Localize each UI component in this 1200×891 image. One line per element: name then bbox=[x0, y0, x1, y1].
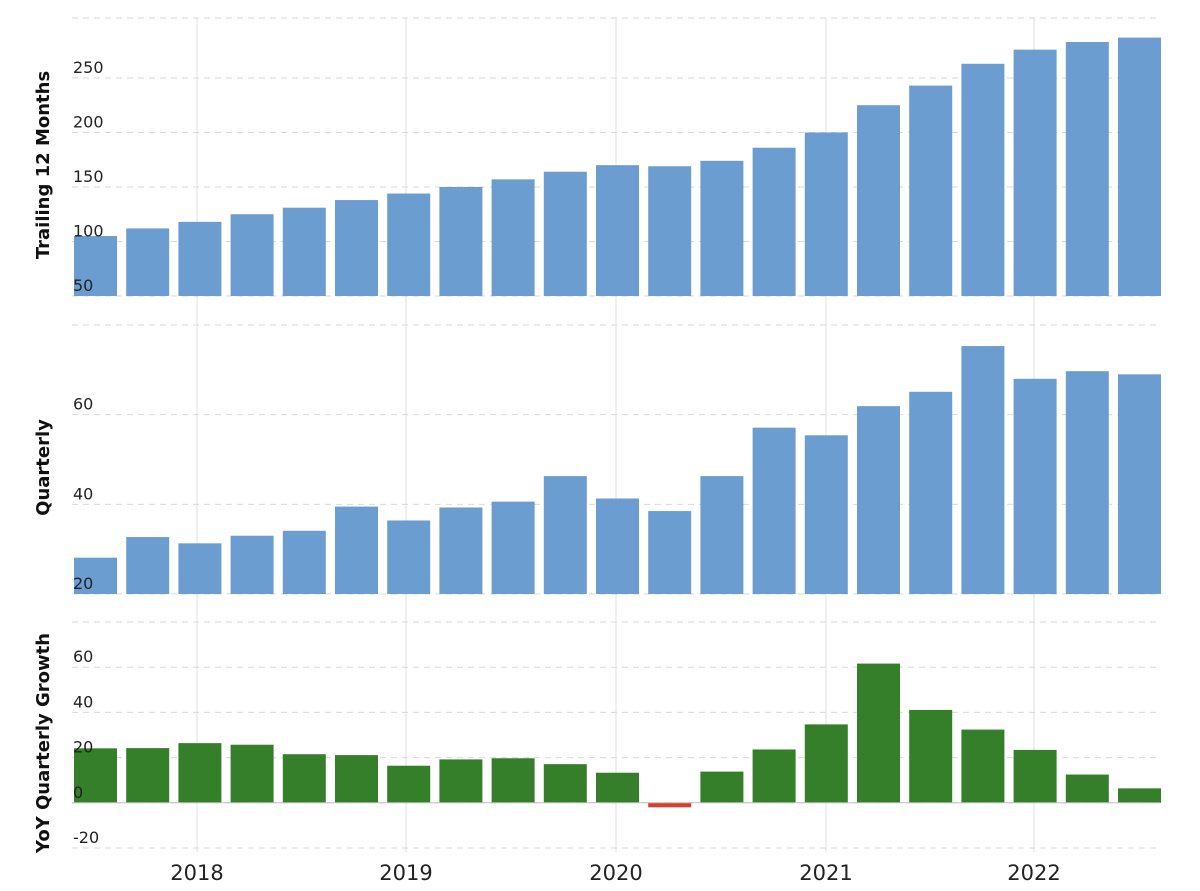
y-tick-label: 250 bbox=[73, 58, 104, 77]
bar[interactable] bbox=[1065, 774, 1109, 803]
bar[interactable] bbox=[961, 729, 1005, 803]
bar[interactable] bbox=[178, 543, 222, 594]
bar[interactable] bbox=[282, 754, 326, 803]
bar[interactable] bbox=[1118, 374, 1161, 594]
y-axis-label: YoY Quarterly Growth bbox=[33, 633, 54, 854]
bar[interactable] bbox=[752, 427, 796, 594]
bar[interactable] bbox=[648, 511, 692, 594]
x-tick-label: 2022 bbox=[1007, 861, 1060, 885]
bar[interactable] bbox=[857, 406, 900, 594]
bar[interactable] bbox=[178, 221, 222, 296]
bar[interactable] bbox=[596, 498, 639, 594]
y-axis-label: Quarterly bbox=[33, 419, 54, 516]
bar[interactable] bbox=[335, 506, 378, 594]
x-tick-label: 2019 bbox=[379, 861, 432, 885]
bar[interactable] bbox=[1065, 371, 1109, 594]
bar[interactable] bbox=[74, 236, 117, 296]
y-tick-label: 20 bbox=[73, 574, 93, 593]
bar[interactable] bbox=[230, 214, 274, 296]
bar[interactable] bbox=[909, 85, 953, 296]
bar[interactable] bbox=[1065, 41, 1109, 296]
bar[interactable] bbox=[596, 772, 639, 803]
y-tick-label: 100 bbox=[73, 221, 104, 240]
y-tick-label: 200 bbox=[73, 112, 104, 131]
bar[interactable] bbox=[335, 200, 378, 296]
bar[interactable] bbox=[909, 391, 953, 594]
y-axis-label: Trailing 12 Months bbox=[33, 71, 54, 259]
bar[interactable] bbox=[491, 501, 535, 594]
bar[interactable] bbox=[961, 63, 1005, 296]
x-tick-label: 2021 bbox=[799, 861, 852, 885]
chart-panel-3: -20 0 20 40 60 YoY Quarterly Growth bbox=[33, 621, 1161, 854]
y-tick-label: 60 bbox=[73, 395, 93, 414]
bar[interactable] bbox=[439, 507, 483, 594]
x-tick-label: 2018 bbox=[170, 861, 223, 885]
bar[interactable] bbox=[804, 132, 848, 296]
bar[interactable] bbox=[543, 171, 587, 296]
bar[interactable] bbox=[387, 520, 431, 594]
y-tick-label: 150 bbox=[73, 167, 104, 186]
y-tick-label: 40 bbox=[73, 484, 93, 503]
bar[interactable] bbox=[752, 749, 796, 803]
bar[interactable] bbox=[491, 758, 535, 803]
bar[interactable] bbox=[804, 724, 848, 803]
y-tick-label: 50 bbox=[73, 276, 93, 295]
bar[interactable] bbox=[857, 663, 900, 803]
bar[interactable] bbox=[491, 179, 535, 296]
bar[interactable] bbox=[700, 771, 744, 803]
bar[interactable] bbox=[909, 709, 953, 803]
bar[interactable] bbox=[126, 748, 170, 803]
bar[interactable] bbox=[178, 743, 222, 803]
y-tick-label: 20 bbox=[73, 738, 93, 757]
bar[interactable] bbox=[282, 207, 326, 296]
y-tick-label: 60 bbox=[73, 647, 93, 666]
x-tick-label: 2020 bbox=[589, 861, 642, 885]
bar[interactable] bbox=[543, 764, 587, 803]
bar[interactable] bbox=[961, 346, 1005, 594]
bar[interactable] bbox=[543, 476, 587, 594]
bar[interactable] bbox=[1013, 749, 1057, 803]
bar[interactable] bbox=[1118, 37, 1161, 296]
bar[interactable] bbox=[74, 557, 117, 594]
bar[interactable] bbox=[335, 755, 378, 803]
bar[interactable] bbox=[230, 744, 274, 803]
bar[interactable] bbox=[596, 165, 639, 296]
bar[interactable] bbox=[282, 530, 326, 594]
bar[interactable] bbox=[648, 802, 692, 808]
bar[interactable] bbox=[700, 160, 744, 296]
chart-panel-1: 50 100 150 200 250 Trailing 12 Months bbox=[33, 17, 1161, 297]
bar[interactable] bbox=[439, 759, 483, 803]
chart-panel-2: 20 40 60 Quarterly bbox=[33, 324, 1161, 595]
y-tick-label: -20 bbox=[73, 828, 99, 847]
bar[interactable] bbox=[1013, 378, 1057, 594]
bar[interactable] bbox=[230, 535, 274, 594]
bar[interactable] bbox=[1118, 788, 1161, 803]
bar[interactable] bbox=[387, 193, 431, 296]
bar[interactable] bbox=[648, 166, 692, 296]
bar[interactable] bbox=[857, 105, 900, 296]
bar[interactable] bbox=[752, 147, 796, 296]
bar[interactable] bbox=[804, 435, 848, 594]
bar[interactable] bbox=[439, 186, 483, 296]
bar[interactable] bbox=[74, 748, 117, 803]
bar[interactable] bbox=[1013, 49, 1057, 296]
bar[interactable] bbox=[387, 765, 431, 803]
y-tick-label: 0 bbox=[73, 783, 83, 802]
y-tick-label: 40 bbox=[73, 692, 93, 711]
bar[interactable] bbox=[126, 537, 170, 594]
bar[interactable] bbox=[126, 228, 170, 296]
bar[interactable] bbox=[700, 476, 744, 594]
